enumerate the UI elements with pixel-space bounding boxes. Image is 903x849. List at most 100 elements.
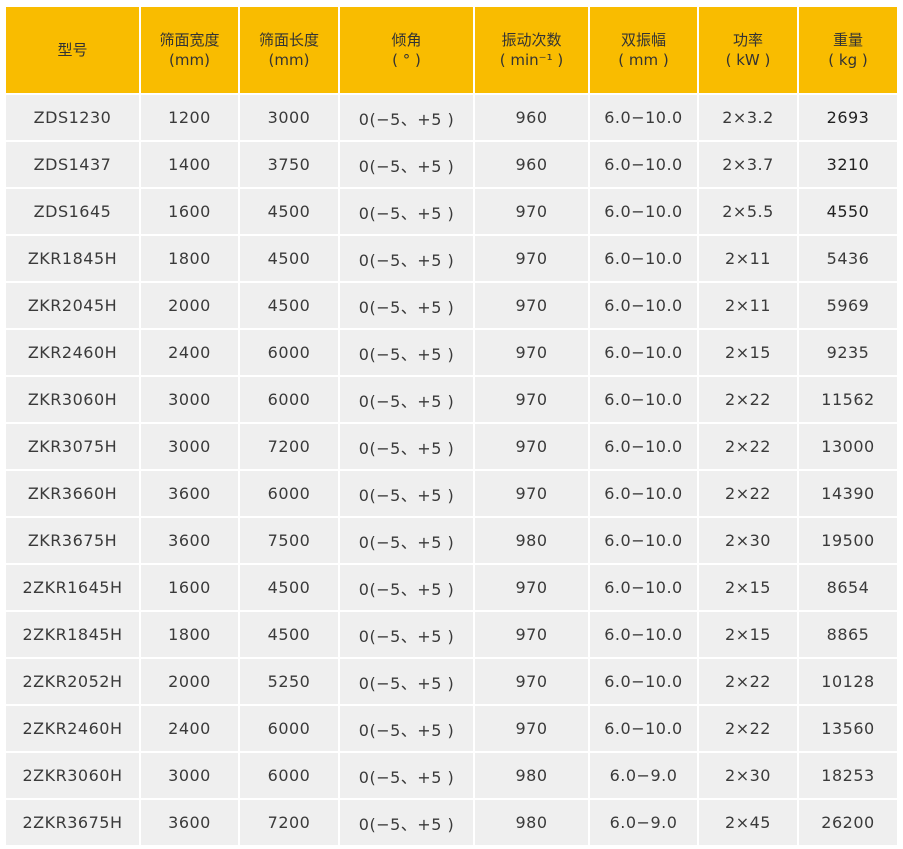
cell-model: ZKR3660H	[4, 469, 141, 518]
table-row: 2ZKR2460H 2400 6000 0(−5、+5 ) 970 6.0−10.0 2×2…	[4, 704, 899, 753]
cell-model: ZKR2460H	[4, 328, 141, 377]
cell-inclination: 0(−5、+5 )	[338, 328, 475, 377]
header-title: 筛面长度	[258, 31, 319, 49]
table-row: 2ZKR3060H 3000 6000 0(−5、+5 ) 980 6.0−9.0 2×30…	[4, 751, 899, 800]
cell-screen-length: 6000	[238, 469, 340, 518]
cell-double-amplitude: 6.0−9.0	[588, 798, 699, 847]
cell-screen-length: 6000	[238, 375, 340, 424]
cell-inclination: 0(−5、+5 )	[338, 234, 475, 283]
table-row: 2ZKR2052H 2000 5250 0(−5、+5 ) 970 6.0−10.0 2×2…	[4, 657, 899, 706]
cell-screen-length: 6000	[238, 328, 340, 377]
table-row: ZDS1437 1400 3750 0(−5、+5 ) 960 6.0−10.0 2×3.7…	[4, 140, 899, 189]
cell-power: 2×30	[697, 751, 799, 800]
cell-screen-width: 1600	[139, 563, 240, 612]
header-inclination: 倾角 ( ° )	[338, 5, 475, 95]
header-power: 功率 ( kW )	[697, 5, 799, 95]
cell-inclination: 0(−5、+5 )	[338, 610, 475, 659]
cell-inclination: 0(−5、+5 )	[338, 375, 475, 424]
cell-weight: 19500	[797, 516, 899, 565]
cell-power: 2×45	[697, 798, 799, 847]
cell-inclination: 0(−5、+5 )	[338, 140, 475, 189]
header-unit: ( kg )	[828, 51, 868, 69]
cell-screen-width: 1800	[139, 234, 240, 283]
cell-vibration-frequency: 970	[473, 234, 590, 283]
cell-vibration-frequency: 970	[473, 422, 590, 471]
cell-screen-length: 5250	[238, 657, 340, 706]
cell-vibration-frequency: 970	[473, 657, 590, 706]
header-model: 型号	[4, 5, 141, 95]
table-row: ZKR1845H 1800 4500 0(−5、+5 ) 970 6.0−10.0 2×11…	[4, 234, 899, 283]
header-title: 重量	[832, 31, 863, 49]
cell-vibration-frequency: 970	[473, 704, 590, 753]
cell-double-amplitude: 6.0−10.0	[588, 422, 699, 471]
cell-inclination: 0(−5、+5 )	[338, 657, 475, 706]
cell-weight: 11562	[797, 375, 899, 424]
cell-screen-width: 1400	[139, 140, 240, 189]
cell-double-amplitude: 6.0−10.0	[588, 610, 699, 659]
cell-power: 2×3.2	[697, 93, 799, 142]
cell-weight: 2693	[797, 93, 899, 142]
cell-vibration-frequency: 970	[473, 610, 590, 659]
cell-inclination: 0(−5、+5 )	[338, 93, 475, 142]
cell-vibration-frequency: 970	[473, 375, 590, 424]
cell-screen-length: 3000	[238, 93, 340, 142]
header-screen-length: 筛面长度 (mm)	[238, 5, 340, 95]
header-title: 功率	[732, 31, 763, 49]
cell-screen-width: 3600	[139, 516, 240, 565]
header-screen-width: 筛面宽度 (mm)	[139, 5, 240, 95]
header-title: 筛面宽度	[159, 31, 220, 49]
header-title: 双振幅	[620, 31, 666, 49]
cell-vibration-frequency: 970	[473, 328, 590, 377]
cell-power: 2×15	[697, 563, 799, 612]
cell-power: 2×22	[697, 422, 799, 471]
cell-weight: 8654	[797, 563, 899, 612]
cell-vibration-frequency: 970	[473, 469, 590, 518]
cell-vibration-frequency: 960	[473, 140, 590, 189]
cell-power: 2×15	[697, 610, 799, 659]
cell-power: 2×22	[697, 469, 799, 518]
cell-inclination: 0(−5、+5 )	[338, 422, 475, 471]
cell-screen-width: 1600	[139, 187, 240, 236]
cell-double-amplitude: 6.0−10.0	[588, 140, 699, 189]
header-unit: ( kW )	[725, 51, 771, 69]
cell-screen-length: 4500	[238, 610, 340, 659]
cell-model: 2ZKR3060H	[4, 751, 141, 800]
cell-screen-length: 4500	[238, 187, 340, 236]
cell-model: 2ZKR2460H	[4, 704, 141, 753]
cell-weight: 13560	[797, 704, 899, 753]
cell-vibration-frequency: 970	[473, 187, 590, 236]
cell-weight: 13000	[797, 422, 899, 471]
cell-weight: 9235	[797, 328, 899, 377]
cell-vibration-frequency: 980	[473, 516, 590, 565]
cell-screen-width: 3600	[139, 469, 240, 518]
cell-inclination: 0(−5、+5 )	[338, 187, 475, 236]
header-unit: ( mm )	[618, 51, 669, 69]
header-unit: ( ° )	[392, 51, 421, 69]
header-row: 型号 筛面宽度 (mm) 筛面长度 (mm) 倾角 ( ° ) 振动次数 ( min⁻¹ ) 双振…	[4, 5, 899, 95]
table-row: ZKR2460H 2400 6000 0(−5、+5 ) 970 6.0−10.0 2×15…	[4, 328, 899, 377]
cell-model: 2ZKR1845H	[4, 610, 141, 659]
cell-screen-width: 2000	[139, 281, 240, 330]
cell-vibration-frequency: 960	[473, 93, 590, 142]
table-row: ZKR3675H 3600 7500 0(−5、+5 ) 980 6.0−10.0 2×30…	[4, 516, 899, 565]
cell-screen-length: 7500	[238, 516, 340, 565]
cell-double-amplitude: 6.0−10.0	[588, 93, 699, 142]
cell-model: ZKR3075H	[4, 422, 141, 471]
cell-vibration-frequency: 980	[473, 751, 590, 800]
cell-screen-length: 4500	[238, 234, 340, 283]
cell-power: 2×30	[697, 516, 799, 565]
cell-vibration-frequency: 970	[473, 281, 590, 330]
cell-double-amplitude: 6.0−10.0	[588, 234, 699, 283]
table-row: ZKR3075H 3000 7200 0(−5、+5 ) 970 6.0−10.0 2×22…	[4, 422, 899, 471]
table-row: 2ZKR1645H 1600 4500 0(−5、+5 ) 970 6.0−10.0 2×1…	[4, 563, 899, 612]
table-row: ZKR3060H 3000 6000 0(−5、+5 ) 970 6.0−10.0 2×22…	[4, 375, 899, 424]
cell-weight: 3210	[797, 140, 899, 189]
table-body: ZDS1230 1200 3000 0(−5、+5 ) 960 6.0−10.0 2×3.2…	[4, 93, 899, 847]
cell-double-amplitude: 6.0−10.0	[588, 187, 699, 236]
table-row: ZDS1645 1600 4500 0(−5、+5 ) 970 6.0−10.0 2×5.5…	[4, 187, 899, 236]
header-vibration-frequency: 振动次数 ( min⁻¹ )	[473, 5, 590, 95]
cell-power: 2×22	[697, 375, 799, 424]
cell-power: 2×3.7	[697, 140, 799, 189]
cell-model: 2ZKR2052H	[4, 657, 141, 706]
cell-inclination: 0(−5、+5 )	[338, 563, 475, 612]
